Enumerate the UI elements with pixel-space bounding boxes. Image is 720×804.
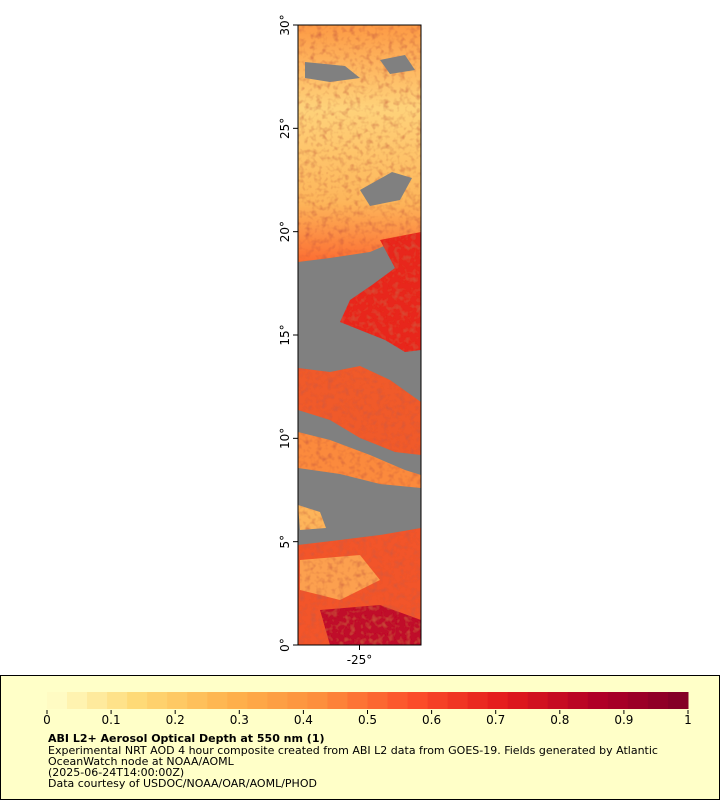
colorbar-step <box>67 692 88 709</box>
colorbar-step <box>47 692 68 709</box>
colorbar-step <box>667 692 689 709</box>
colorbar-step <box>607 692 629 709</box>
x-tick-label: -25° <box>347 653 373 667</box>
colorbar-step <box>267 692 288 709</box>
y-tick-label: 5° <box>278 535 292 549</box>
colorbar-tick-label: 0.6 <box>422 713 441 727</box>
colorbar-step <box>627 692 649 709</box>
colorbar-tick-label: 0.4 <box>294 713 313 727</box>
colorbar-tick-label: 0.2 <box>166 713 185 727</box>
colorbar-step <box>487 692 509 709</box>
colorbar-tick-label: 0.5 <box>358 713 377 727</box>
colorbar-step <box>327 692 348 709</box>
y-tick-label: 30° <box>278 14 292 35</box>
y-tick-label: 15° <box>278 324 292 345</box>
colorbar-step <box>307 692 328 709</box>
colorbar-step <box>127 692 148 709</box>
colorbar-tick-label: 0.1 <box>102 713 121 727</box>
colorbar-step <box>147 692 168 709</box>
colorbar-step <box>427 692 449 709</box>
colorbar-tick-label: 0.7 <box>486 713 505 727</box>
colorbar-step <box>287 692 308 709</box>
colorbar-step <box>567 692 589 709</box>
colorbar-tick-label: 0.8 <box>550 713 569 727</box>
colorbar-step <box>187 692 208 709</box>
colorbar-step <box>447 692 469 709</box>
caption-line: Data courtesy of USDOC/NOAA/OAR/AOML/PHO… <box>48 777 317 790</box>
colorbar-step <box>387 692 409 709</box>
y-tick-label: 20° <box>278 221 292 242</box>
colorbar-step <box>467 692 489 709</box>
colorbar-step <box>647 692 669 709</box>
caption-line: Experimental NRT AOD 4 hour composite cr… <box>48 744 658 757</box>
colorbar-step <box>167 692 188 709</box>
colorbar-tick-label: 0.9 <box>614 713 633 727</box>
colorbar-step <box>587 692 609 709</box>
colorbar-step <box>107 692 128 709</box>
colorbar-step <box>347 692 368 709</box>
colorbar-tick-label: 1 <box>684 713 692 727</box>
colorbar-step <box>527 692 549 709</box>
colorbar-tick-label: 0.3 <box>230 713 249 727</box>
colorbar-step <box>507 692 529 709</box>
caption-line: OceanWatch node at NOAA/AOML <box>48 755 235 768</box>
colorbar-step <box>367 692 389 709</box>
colorbar-step <box>87 692 108 709</box>
caption-line: (2025-06-24T14:00:00Z) <box>48 766 184 779</box>
colorbar-step <box>247 692 268 709</box>
colorbar-step <box>407 692 429 709</box>
colorbar-tick-label: 0 <box>43 713 51 727</box>
legend-title: ABI L2+ Aerosol Optical Depth at 550 nm … <box>48 732 325 745</box>
y-tick-label: 10° <box>278 428 292 449</box>
aod-raster <box>298 25 421 645</box>
y-tick-label: 0° <box>278 638 292 652</box>
colorbar-step <box>547 692 569 709</box>
colorbar-step <box>227 692 248 709</box>
y-tick-label: 25° <box>278 118 292 139</box>
colorbar-step <box>207 692 228 709</box>
